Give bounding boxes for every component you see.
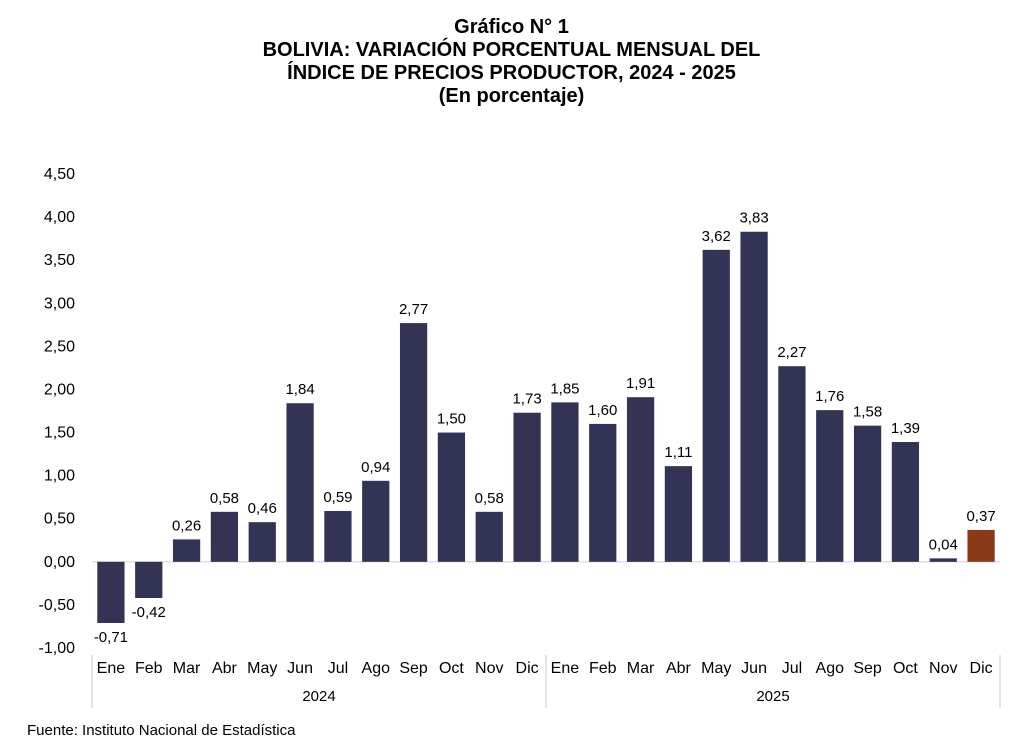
bar <box>475 511 503 562</box>
data-label: 0,04 <box>929 536 958 553</box>
chart-subtitle: (En porcentaje) <box>438 85 585 107</box>
bar <box>740 231 768 562</box>
data-label: -0,71 <box>94 629 128 646</box>
bar <box>853 425 882 562</box>
data-label: 1,76 <box>815 388 844 405</box>
bar <box>664 466 693 562</box>
y-tick-label: 0,50 <box>44 511 75 528</box>
bar <box>589 423 617 562</box>
bar <box>513 412 541 562</box>
bar <box>929 558 957 562</box>
chart-title-line-1: BOLIVIA: VARIACIÓN PORCENTUAL MENSUAL DE… <box>262 39 761 61</box>
y-tick-label: 3,50 <box>44 252 75 269</box>
data-label: 1,60 <box>588 402 617 419</box>
data-label: 3,83 <box>739 210 768 227</box>
x-tick-label: Nov <box>475 660 503 677</box>
x-tick-label: Feb <box>135 660 163 677</box>
x-tick-label: Sep <box>399 660 428 677</box>
data-label: 1,84 <box>285 381 314 398</box>
bar <box>172 539 201 562</box>
data-label: 0,46 <box>248 500 277 517</box>
x-tick-label: Ago <box>362 660 391 677</box>
x-tick-label: Abr <box>212 660 238 677</box>
y-tick-label: 0,00 <box>44 554 75 571</box>
x-tick-label: Dic <box>970 660 993 677</box>
data-label: 1,50 <box>437 411 466 428</box>
bar <box>324 510 352 562</box>
data-label: 3,62 <box>702 228 731 245</box>
data-label: 2,27 <box>777 344 806 361</box>
x-tick-label: Sep <box>853 660 882 677</box>
bar <box>97 561 125 624</box>
data-label: 1,91 <box>626 375 655 392</box>
y-tick-label: -1,00 <box>39 640 76 657</box>
bar <box>967 529 995 562</box>
x-tick-label: Mar <box>173 660 201 677</box>
chart-title-block: Gráfico N° 1 BOLIVIA: VARIACIÓN PORCENTU… <box>0 16 1023 108</box>
y-tick-label: 1,00 <box>44 468 75 485</box>
y-tick-label: 2,50 <box>44 338 75 355</box>
data-label: 0,37 <box>966 508 995 525</box>
bar <box>778 366 806 562</box>
bar <box>210 511 239 562</box>
bar <box>626 397 655 562</box>
data-label: 0,58 <box>210 490 239 507</box>
y-tick-label: 3,00 <box>44 295 75 312</box>
bar <box>399 323 428 562</box>
data-label: 2,77 <box>399 301 428 318</box>
data-label: 0,58 <box>475 490 504 507</box>
x-tick-label: Jul <box>782 660 802 677</box>
x-tick-label: Ene <box>551 660 580 677</box>
data-label: 1,85 <box>550 380 579 397</box>
y-tick-label: 4,00 <box>44 209 75 226</box>
x-tick-label: May <box>701 660 731 677</box>
x-tick-label: Dic <box>516 660 539 677</box>
chart-number: Gráfico N° 1 <box>454 16 569 38</box>
x-tick-label: Oct <box>439 660 464 677</box>
x-tick-label: May <box>247 660 277 677</box>
y-tick-label: 4,50 <box>44 166 75 183</box>
x-tick-label: Feb <box>589 660 617 677</box>
x-tick-label: Ago <box>816 660 845 677</box>
chart-title-line-2: ÍNDICE DE PRECIOS PRODUCTOR, 2024 - 2025 <box>287 62 736 84</box>
x-tick-label: Abr <box>666 660 692 677</box>
x-tick-label: Jul <box>328 660 348 677</box>
x-tick-label: Ene <box>97 660 126 677</box>
x-tick-label: Jun <box>287 660 313 677</box>
x-tick-label: Jun <box>741 660 767 677</box>
x-tick-label: Mar <box>627 660 655 677</box>
data-label: -0,42 <box>132 604 166 621</box>
year-label: 2025 <box>756 688 789 705</box>
bar <box>702 249 730 562</box>
source-note: Fuente: Instituto Nacional de Estadístic… <box>27 722 296 739</box>
y-tick-label: -0,50 <box>39 597 76 614</box>
bar <box>437 432 466 562</box>
bar <box>551 402 579 562</box>
data-label: 0,94 <box>361 459 390 476</box>
y-tick-label: 1,50 <box>44 425 75 442</box>
bar <box>816 410 844 562</box>
x-tick-label: Oct <box>893 660 918 677</box>
data-label: 1,58 <box>853 404 882 421</box>
year-label: 2024 <box>302 688 335 705</box>
y-tick-label: 2,00 <box>44 381 75 398</box>
bar <box>135 561 163 599</box>
x-tick-label: Nov <box>929 660 957 677</box>
bar <box>248 522 276 562</box>
data-label: 1,73 <box>512 391 541 408</box>
data-label: 1,39 <box>891 420 920 437</box>
bar <box>362 480 390 562</box>
data-label: 0,26 <box>172 517 201 534</box>
data-label: 1,11 <box>664 444 692 461</box>
bar <box>286 403 314 562</box>
bar <box>891 442 920 562</box>
data-label: 0,59 <box>323 489 352 506</box>
